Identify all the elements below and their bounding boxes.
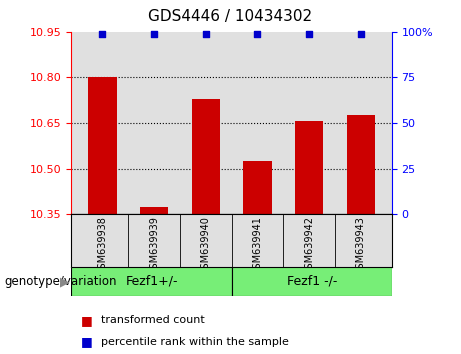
Text: GSM639942: GSM639942 <box>304 216 314 275</box>
Point <box>306 31 313 36</box>
Bar <box>231 267 392 296</box>
Bar <box>347 115 375 214</box>
Text: Fezf1 -/-: Fezf1 -/- <box>287 275 337 288</box>
Bar <box>243 161 272 214</box>
Point <box>357 31 365 36</box>
Bar <box>71 267 231 296</box>
Text: genotype/variation: genotype/variation <box>5 275 117 288</box>
Text: GSM639941: GSM639941 <box>253 216 262 275</box>
Text: Fezf1+/-: Fezf1+/- <box>125 275 178 288</box>
Text: ■: ■ <box>81 335 92 348</box>
Point <box>202 31 209 36</box>
Bar <box>88 78 117 214</box>
Text: GSM639939: GSM639939 <box>149 216 159 275</box>
Text: GSM639938: GSM639938 <box>97 216 107 275</box>
Point <box>254 31 261 36</box>
Text: ■: ■ <box>81 314 92 327</box>
Bar <box>192 99 220 214</box>
Text: ▶: ▶ <box>59 275 69 288</box>
Text: GSM639943: GSM639943 <box>356 216 366 275</box>
Text: GSM639940: GSM639940 <box>201 216 211 275</box>
Point <box>150 31 158 36</box>
Text: GDS4446 / 10434302: GDS4446 / 10434302 <box>148 9 313 24</box>
Bar <box>295 121 323 214</box>
Bar <box>140 207 168 214</box>
Text: transformed count: transformed count <box>101 315 205 325</box>
Point <box>99 31 106 36</box>
Text: percentile rank within the sample: percentile rank within the sample <box>101 337 290 347</box>
